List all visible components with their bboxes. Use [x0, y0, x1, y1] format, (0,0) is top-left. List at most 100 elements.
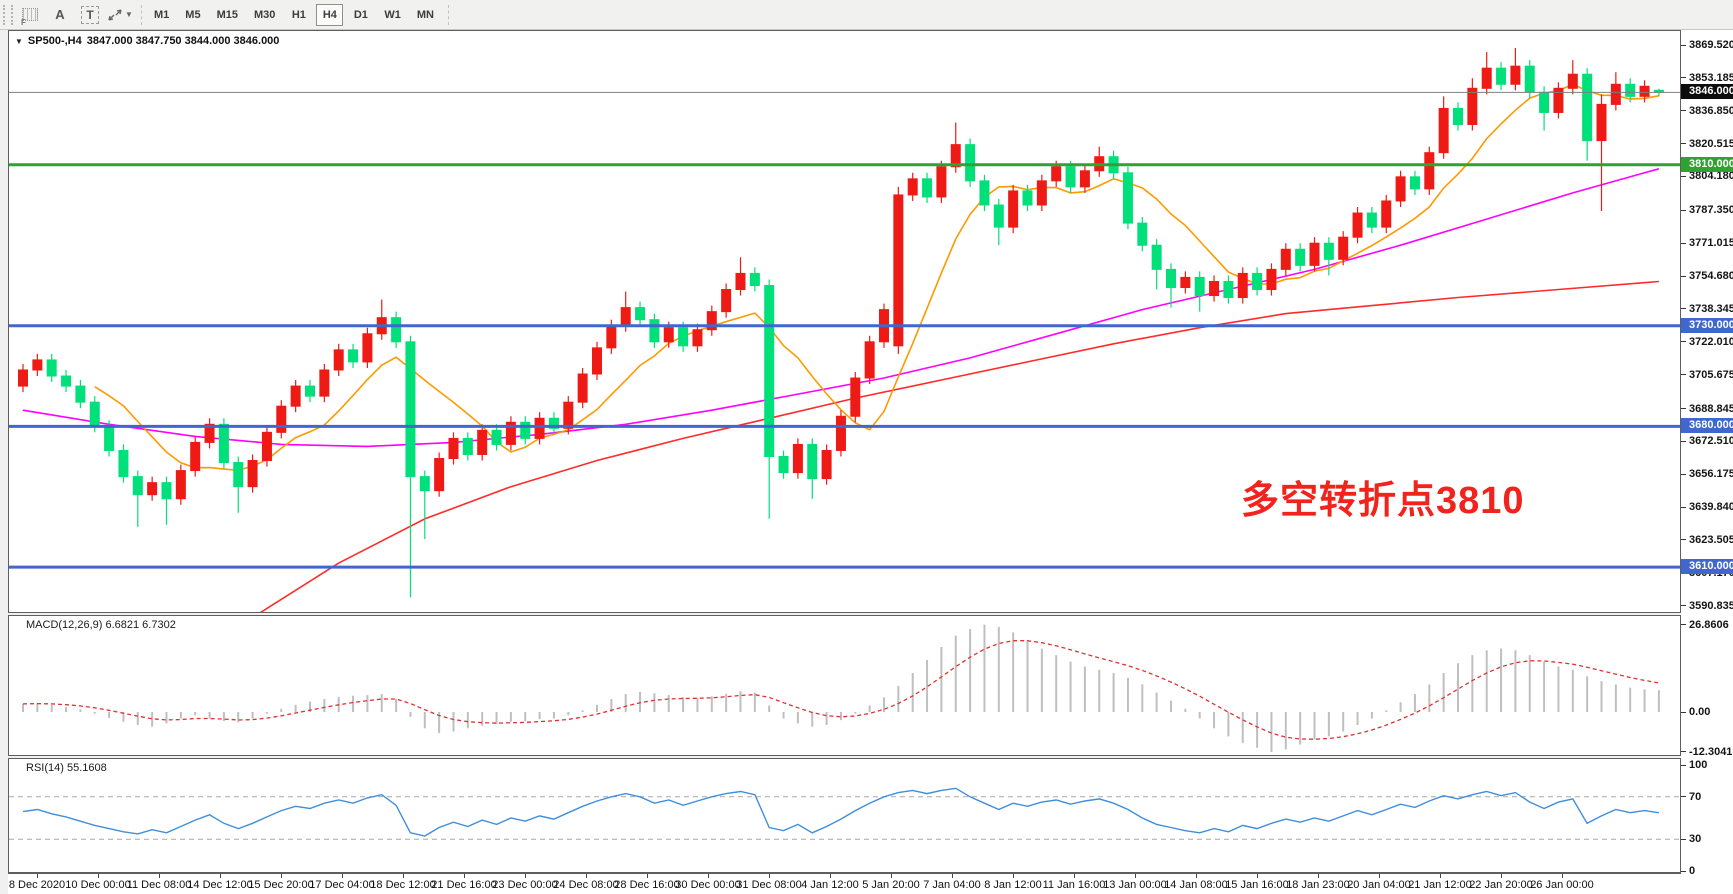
time-tick — [830, 874, 831, 878]
time-label: 21 Dec 16:00 — [431, 879, 497, 891]
timeframe-m30[interactable]: M30 — [253, 8, 276, 21]
price-scale[interactable]: 3869.520 3853.185 3836.850 3820.515 3804.180… — [1681, 30, 1733, 894]
rsi-tick: 0 — [1681, 864, 1695, 878]
price-tick: 3853.185 — [1681, 71, 1733, 85]
rsi-tick: 30 — [1681, 832, 1701, 846]
time-axis[interactable]: 8 Dec 2020 10 Dec 00:00 11 Dec 08:00 14 Dec… — [8, 873, 1681, 894]
price-tick: 3688.845 — [1681, 402, 1733, 416]
time-tick — [708, 874, 709, 878]
price-tick: 3623.505 — [1681, 533, 1733, 547]
time-label: 8 Dec 2020 — [8, 879, 66, 891]
text-box-icon: T — [81, 5, 99, 24]
time-tick — [647, 874, 648, 878]
time-tick — [464, 874, 465, 878]
time-label: 26 Jan 00:00 — [1530, 879, 1594, 891]
price-tick: 3722.010 — [1681, 335, 1733, 349]
rsi-tick: 70 — [1681, 790, 1701, 804]
price-tick: 3754.680 — [1681, 269, 1733, 283]
time-label: 7 Jan 04:00 — [923, 879, 981, 891]
time-tick — [891, 874, 892, 878]
price-tick: 3804.180 — [1681, 169, 1733, 183]
rsi-pane[interactable]: RSI(14) 55.1608 — [8, 758, 1681, 873]
chart-frame-icon[interactable]: F — [17, 3, 43, 27]
macd-label: MACD(12,26,9) 6.6821 6.7302 — [26, 619, 176, 631]
macd-tick: -12.3041 — [1681, 745, 1732, 759]
timeframe-h1[interactable]: H1 — [291, 8, 306, 21]
timeframe-mn[interactable]: MN — [416, 8, 434, 21]
crosshair-tool-icon[interactable]: ▼ — [107, 3, 133, 27]
timeframe-h4[interactable]: H4 — [316, 3, 344, 26]
timeframe-m5[interactable]: M5 — [185, 8, 201, 21]
time-label: 20 Jan 04:00 — [1347, 879, 1411, 891]
time-label: 22 Jan 20:00 — [1469, 879, 1533, 891]
time-tick — [769, 874, 770, 878]
main-chart-pane[interactable]: ▼ SP500-,H4 3847.000 3847.750 3844.000 3… — [8, 30, 1681, 613]
candlestick-chart — [9, 48, 1680, 612]
timeframe-d1[interactable]: D1 — [353, 8, 368, 21]
time-tick — [403, 874, 404, 878]
price-tag-3846.000: 3846.000 — [1681, 84, 1733, 100]
timeframe-group: M1 M5 M15 M30 H1 H4 D1 W1 MN — [148, 3, 440, 26]
time-tick — [1379, 874, 1380, 878]
text-label-icon[interactable]: T — [77, 3, 103, 27]
macd-chart — [22, 624, 1660, 752]
time-label: 11 Dec 08:00 — [126, 879, 192, 891]
letter-a-icon: A — [55, 7, 65, 22]
price-tick: 3705.675 — [1681, 368, 1733, 382]
time-label: 28 Dec 16:00 — [614, 879, 680, 891]
time-label: 31 Dec 08:00 — [736, 879, 802, 891]
price-tag-3810.000: 3810.000 — [1681, 156, 1733, 172]
macd-pane[interactable]: MACD(12,26,9) 6.6821 6.7302 — [8, 615, 1681, 756]
time-label: 4 Jan 12:00 — [801, 879, 859, 891]
timeframe-m15[interactable]: M15 — [216, 8, 238, 21]
time-label: 10 Dec 00:00 — [65, 879, 131, 891]
time-tick — [1074, 874, 1075, 878]
time-tick — [525, 874, 526, 878]
time-label: 15 Jan 16:00 — [1225, 879, 1289, 891]
symbol-title: ▼ SP500-,H4 3847.000 3847.750 3844.000 3… — [15, 35, 279, 47]
timeframe-m1[interactable]: M1 — [154, 8, 170, 21]
time-tick — [1318, 874, 1319, 878]
toolbar: F A T ▼ M1 M5 M15 M30 H1 H4 D1 W1 MN — [0, 0, 1733, 30]
time-tick — [1501, 874, 1502, 878]
arrow-label-icon[interactable]: A — [47, 3, 73, 27]
timeframe-w1[interactable]: W1 — [384, 8, 401, 21]
time-label: 11 Jan 16:00 — [1042, 879, 1106, 891]
dropdown-caret-icon[interactable]: ▼ — [125, 10, 133, 19]
time-label: 24 Dec 08:00 — [553, 879, 619, 891]
candles-group — [18, 48, 1664, 598]
time-label: 14 Dec 12:00 — [187, 879, 253, 891]
time-tick — [952, 874, 953, 878]
toolbar-grip[interactable] — [3, 4, 13, 25]
time-tick — [159, 874, 160, 878]
price-tick: 3590.835 — [1681, 599, 1733, 613]
collapse-triangle-icon[interactable]: ▼ — [15, 36, 23, 46]
symbol-ohlc: 3847.000 3847.750 3844.000 3846.000 — [86, 35, 280, 47]
rsi-chart — [9, 787, 1680, 840]
time-tick — [1013, 874, 1014, 878]
time-label: 23 Dec 00:00 — [492, 879, 558, 891]
price-tick: 3656.175 — [1681, 467, 1733, 481]
time-tick — [220, 874, 221, 878]
toolbar-separator — [141, 4, 142, 25]
time-tick — [37, 874, 38, 878]
grid-icon: F — [21, 8, 38, 27]
time-label: 5 Jan 20:00 — [862, 879, 920, 891]
price-tag-3610.000: 3610.000 — [1681, 559, 1733, 575]
time-tick — [586, 874, 587, 878]
price-tag-3730.000: 3730.000 — [1681, 317, 1733, 333]
price-tick: 3836.850 — [1681, 104, 1733, 118]
time-label: 18 Dec 12:00 — [370, 879, 436, 891]
time-tick — [1135, 874, 1136, 878]
rsi-tick: 100 — [1681, 758, 1707, 772]
time-tick — [1562, 874, 1563, 878]
price-tick: 3787.350 — [1681, 203, 1733, 217]
time-label: 8 Jan 12:00 — [984, 879, 1042, 891]
time-label: 13 Jan 00:00 — [1103, 879, 1167, 891]
diagonal-arrows-icon — [108, 8, 122, 21]
time-tick — [1196, 874, 1197, 878]
annotation-text: 多空转折点3810 — [1241, 480, 1525, 522]
rsi-label: RSI(14) 55.1608 — [26, 762, 107, 774]
time-label: 15 Dec 20:00 — [248, 879, 314, 891]
